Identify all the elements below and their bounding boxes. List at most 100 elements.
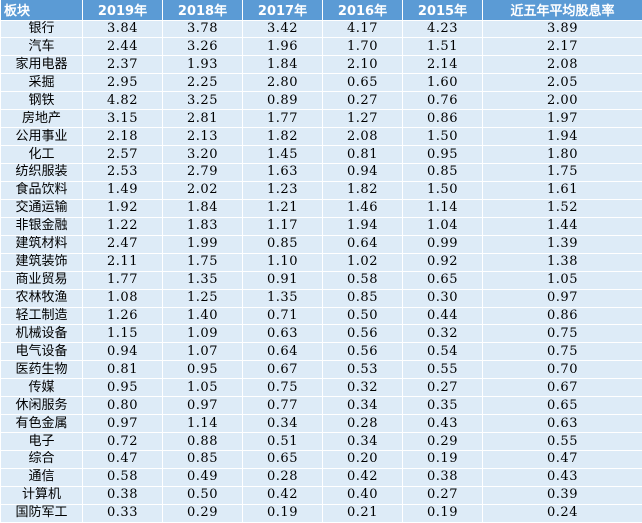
value-2019-cell: 2.47: [82, 234, 163, 254]
value-2016-cell: 0.20: [322, 450, 403, 469]
sector-name-cell: 银行: [0, 19, 83, 39]
sector-name-cell: 综合: [0, 450, 83, 469]
value-2016-cell: 0.65: [322, 73, 403, 93]
average-cell: 0.75: [482, 342, 642, 362]
table-row: 纺织服装 2.53 2.79 1.63 0.94 0.85 1.75: [0, 163, 642, 182]
average-cell: 1.05: [482, 270, 642, 290]
value-2018-cell: 0.88: [162, 432, 243, 451]
value-2015-cell: 0.32: [402, 324, 483, 344]
table-row: 综合 0.47 0.85 0.65 0.20 0.19 0.47: [0, 450, 642, 469]
table-row: 医药生物 0.81 0.95 0.67 0.53 0.55 0.70: [0, 360, 642, 380]
value-2016-cell: 1.46: [322, 198, 403, 218]
value-2019-cell: 1.49: [82, 180, 163, 200]
value-2018-cell: 2.02: [162, 180, 243, 200]
value-2017-cell: 0.19: [242, 503, 323, 523]
value-2017-cell: 0.63: [242, 324, 323, 344]
value-2016-cell: 1.27: [322, 109, 403, 129]
sector-name-cell: 建筑装饰: [0, 252, 83, 272]
table-row: 食品饮料 1.49 2.02 1.23 1.82 1.50 1.61: [0, 180, 642, 200]
value-2015-cell: 0.43: [402, 414, 483, 434]
value-2017-cell: 1.17: [242, 216, 323, 236]
value-2018-cell: 0.49: [162, 467, 243, 487]
sector-name-cell: 纺织服装: [0, 163, 83, 182]
table-row: 有色金属 0.97 1.14 0.34 0.28 0.43 0.63: [0, 414, 642, 434]
value-2019-cell: 1.77: [82, 270, 163, 290]
sector-name-cell: 采掘: [0, 73, 83, 93]
value-2018-cell: 3.78: [162, 19, 243, 39]
value-2019-cell: 0.33: [82, 503, 163, 523]
sector-name-cell: 电气设备: [0, 342, 83, 362]
average-cell: 0.67: [482, 378, 642, 398]
column-header-2016: 2016年: [322, 0, 403, 21]
value-2018-cell: 1.75: [162, 252, 243, 272]
table-header: 板块 2019年 2018年 2017年 2016年 2015年 近五年平均股息…: [0, 0, 642, 21]
value-2015-cell: 1.51: [402, 37, 483, 57]
average-cell: 0.24: [482, 503, 642, 523]
average-cell: 2.17: [482, 37, 642, 57]
value-2015-cell: 0.35: [402, 396, 483, 416]
average-cell: 1.61: [482, 180, 642, 200]
table-row: 化工 2.57 3.20 1.45 0.81 0.95 1.80: [0, 145, 642, 164]
value-2016-cell: 4.17: [322, 19, 403, 39]
value-2015-cell: 0.54: [402, 342, 483, 362]
sector-name-cell: 传媒: [0, 378, 83, 398]
value-2016-cell: 0.34: [322, 396, 403, 416]
value-2016-cell: 0.42: [322, 467, 403, 487]
value-2017-cell: 2.80: [242, 73, 323, 93]
value-2019-cell: 0.80: [82, 396, 163, 416]
value-2019-cell: 2.11: [82, 252, 163, 272]
average-cell: 1.38: [482, 252, 642, 272]
column-header-2019: 2019年: [82, 0, 163, 21]
value-2015-cell: 0.99: [402, 234, 483, 254]
value-2018-cell: 1.83: [162, 216, 243, 236]
value-2016-cell: 0.56: [322, 342, 403, 362]
value-2019-cell: 1.15: [82, 324, 163, 344]
value-2015-cell: 0.92: [402, 252, 483, 272]
value-2017-cell: 1.82: [242, 127, 323, 147]
sector-name-cell: 电子: [0, 432, 83, 451]
average-cell: 0.43: [482, 467, 642, 487]
table-row: 家用电器 2.37 1.93 1.84 2.10 2.14 2.08: [0, 55, 642, 75]
value-2018-cell: 0.85: [162, 450, 243, 469]
value-2018-cell: 0.95: [162, 360, 243, 380]
sector-name-cell: 非银金融: [0, 216, 83, 236]
value-2016-cell: 0.28: [322, 414, 403, 434]
table-row: 传媒 0.95 1.05 0.75 0.32 0.27 0.67: [0, 378, 642, 398]
value-2015-cell: 0.27: [402, 378, 483, 398]
average-cell: 1.52: [482, 198, 642, 218]
value-2018-cell: 2.25: [162, 73, 243, 93]
column-header-2017: 2017年: [242, 0, 323, 21]
value-2018-cell: 0.97: [162, 396, 243, 416]
value-2015-cell: 1.50: [402, 180, 483, 200]
value-2017-cell: 1.45: [242, 145, 323, 164]
value-2015-cell: 0.19: [402, 450, 483, 469]
value-2015-cell: 1.04: [402, 216, 483, 236]
value-2019-cell: 2.37: [82, 55, 163, 75]
value-2019-cell: 2.53: [82, 163, 163, 182]
average-cell: 2.08: [482, 55, 642, 75]
value-2019-cell: 0.97: [82, 414, 163, 434]
value-2017-cell: 1.21: [242, 198, 323, 218]
sector-name-cell: 休闲服务: [0, 396, 83, 416]
sector-name-cell: 国防军工: [0, 503, 83, 523]
value-2017-cell: 1.23: [242, 180, 323, 200]
sector-name-cell: 家用电器: [0, 55, 83, 75]
value-2019-cell: 0.81: [82, 360, 163, 380]
value-2016-cell: 2.10: [322, 55, 403, 75]
value-2018-cell: 3.25: [162, 91, 243, 111]
average-cell: 0.97: [482, 288, 642, 308]
value-2018-cell: 1.09: [162, 324, 243, 344]
table-row: 休闲服务 0.80 0.97 0.77 0.34 0.35 0.65: [0, 396, 642, 416]
value-2017-cell: 1.35: [242, 288, 323, 308]
table-row: 交通运输 1.92 1.84 1.21 1.46 1.14 1.52: [0, 198, 642, 218]
sector-name-cell: 农林牧渔: [0, 288, 83, 308]
value-2015-cell: 0.86: [402, 109, 483, 129]
table-row: 非银金融 1.22 1.83 1.17 1.94 1.04 1.44: [0, 216, 642, 236]
value-2019-cell: 4.82: [82, 91, 163, 111]
sector-name-cell: 化工: [0, 145, 83, 164]
sector-name-cell: 有色金属: [0, 414, 83, 434]
table-row: 电气设备 0.94 1.07 0.64 0.56 0.54 0.75: [0, 342, 642, 362]
table-row: 轻工制造 1.26 1.40 0.71 0.50 0.44 0.86: [0, 306, 642, 326]
value-2018-cell: 1.35: [162, 270, 243, 290]
value-2019-cell: 2.95: [82, 73, 163, 93]
